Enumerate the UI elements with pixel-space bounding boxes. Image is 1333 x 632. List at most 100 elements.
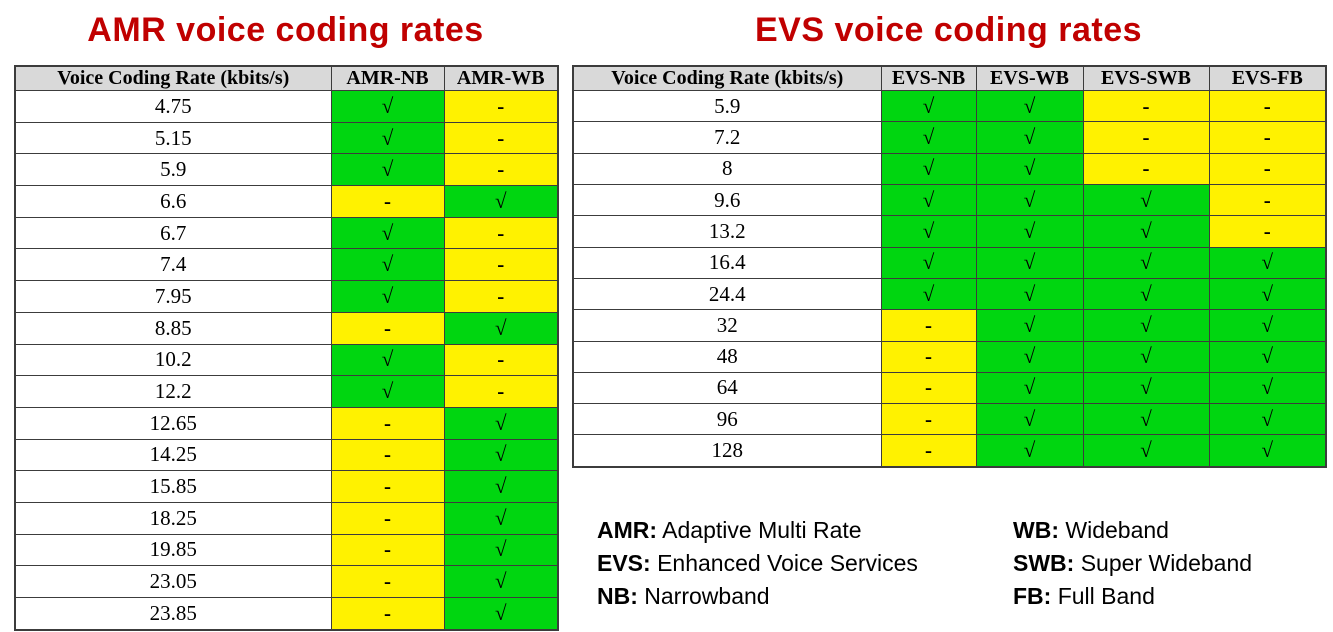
not-supported-cell: -: [1082, 152, 1210, 185]
not-supported-cell: -: [330, 311, 445, 345]
legend-item-nb: NB: Narrowband: [597, 580, 1013, 613]
rate-cell: 6.6: [14, 185, 332, 218]
not-supported-cell: -: [330, 597, 445, 631]
table-row: 96- √ √ √: [572, 403, 1327, 436]
table-row: 48- √ √ √: [572, 340, 1327, 373]
supported-cell: √: [1082, 246, 1210, 279]
supported-cell: √: [330, 90, 445, 123]
column-header: Voice Coding Rate (kbits/s): [14, 65, 332, 91]
rate-cell: 32: [572, 309, 882, 342]
supported-cell: √: [1082, 434, 1210, 468]
supported-cell: √: [975, 89, 1084, 123]
rate-cell: 48: [572, 340, 882, 373]
rate-cell: 18.25: [14, 501, 332, 535]
table-row: 6.6- √: [14, 185, 559, 218]
supported-cell: √: [443, 597, 559, 631]
rate-cell: 7.95: [14, 280, 332, 313]
table-row: 5.9 √ √ - -: [572, 89, 1327, 123]
table-row: 19.85- √: [14, 533, 559, 567]
not-supported-cell: -: [1208, 152, 1327, 185]
not-supported-cell: -: [880, 340, 977, 373]
legend-item-fb: FB: Full Band: [1013, 580, 1252, 613]
table-row: 8 √ √ - -: [572, 152, 1327, 185]
table-row: 7.2 √ √ - -: [572, 121, 1327, 154]
amr-header-row: Voice Coding Rate (kbits/s) AMR-NB AMR-WB: [14, 65, 559, 91]
legend-definition: Adaptive Multi Rate: [662, 517, 862, 543]
rate-cell: 23.05: [14, 565, 332, 598]
legend-abbr: EVS:: [597, 550, 651, 576]
table-row: 12.65- √: [14, 406, 559, 440]
amr-rates-table: Voice Coding Rate (kbits/s) AMR-NB AMR-WB …: [14, 65, 559, 631]
table-row: 5.15 √ -: [14, 121, 559, 155]
rate-cell: 19.85: [14, 533, 332, 567]
supported-cell: √: [1208, 434, 1327, 468]
table-row: 64- √ √ √: [572, 371, 1327, 405]
supported-cell: √: [880, 277, 977, 311]
table-row: 32- √ √ √: [572, 309, 1327, 342]
supported-cell: √: [330, 280, 445, 313]
supported-cell: √: [880, 246, 977, 279]
rate-cell: 14.25: [14, 438, 332, 472]
evs-header-row: Voice Coding Rate (kbits/s) EVS-NB EVS-WB E…: [572, 65, 1327, 91]
legend-right-column: WB: Wideband SWB: Super Wideband FB: Ful…: [1013, 514, 1252, 613]
column-header: EVS-SWB: [1082, 65, 1210, 91]
not-supported-cell: -: [330, 533, 445, 567]
supported-cell: √: [330, 375, 445, 408]
table-row: 10.2 √ -: [14, 343, 559, 377]
supported-cell: √: [1208, 403, 1327, 436]
supported-cell: √: [443, 438, 559, 472]
rate-cell: 64: [572, 371, 882, 405]
legend-item-wb: WB: Wideband: [1013, 514, 1252, 547]
not-supported-cell: -: [330, 185, 445, 218]
supported-cell: √: [880, 152, 977, 185]
not-supported-cell: -: [1208, 121, 1327, 154]
rate-cell: 9.6: [572, 183, 882, 217]
rate-cell: 10.2: [14, 343, 332, 377]
table-row: 13.2 √ √ √ -: [572, 215, 1327, 248]
not-supported-cell: -: [880, 371, 977, 405]
supported-cell: √: [443, 533, 559, 567]
supported-cell: √: [975, 152, 1084, 185]
table-row: 7.95 √ -: [14, 280, 559, 313]
legend-abbr: NB:: [597, 583, 638, 609]
column-header: EVS-WB: [975, 65, 1084, 91]
rate-cell: 15.85: [14, 470, 332, 503]
supported-cell: √: [1082, 340, 1210, 373]
rate-cell: 6.7: [14, 216, 332, 250]
supported-cell: √: [975, 246, 1084, 279]
supported-cell: √: [1208, 246, 1327, 279]
rate-cell: 12.65: [14, 406, 332, 440]
rate-cell: 5.9: [572, 89, 882, 123]
table-row: 8.85- √: [14, 311, 559, 345]
legend-abbr: AMR:: [597, 517, 658, 543]
supported-cell: √: [880, 215, 977, 248]
rate-cell: 8: [572, 152, 882, 185]
legend-definition: Narrowband: [644, 583, 770, 609]
table-row: 18.25- √: [14, 501, 559, 535]
table-row: 15.85- √: [14, 470, 559, 503]
rate-cell: 16.4: [572, 246, 882, 279]
not-supported-cell: -: [443, 280, 559, 313]
supported-cell: √: [975, 277, 1084, 311]
supported-cell: √: [1082, 403, 1210, 436]
column-header: AMR-WB: [443, 65, 559, 91]
supported-cell: √: [880, 121, 977, 154]
supported-cell: √: [1208, 340, 1327, 373]
supported-cell: √: [330, 343, 445, 377]
abbreviation-legend: AMR: Adaptive Multi Rate EVS: Enhanced V…: [597, 514, 1252, 613]
rate-cell: 5.15: [14, 121, 332, 155]
supported-cell: √: [975, 309, 1084, 342]
legend-definition: Super Wideband: [1080, 550, 1253, 576]
legend-definition: Wideband: [1065, 517, 1169, 543]
rate-cell: 7.4: [14, 248, 332, 282]
rate-cell: 13.2: [572, 215, 882, 248]
rate-cell: 96: [572, 403, 882, 436]
table-row: 5.9 √ -: [14, 153, 559, 187]
supported-cell: √: [443, 311, 559, 345]
table-row: 14.25- √: [14, 438, 559, 472]
legend-item-amr: AMR: Adaptive Multi Rate: [597, 514, 1013, 547]
not-supported-cell: -: [443, 153, 559, 187]
supported-cell: √: [975, 215, 1084, 248]
legend-item-swb: SWB: Super Wideband: [1013, 547, 1252, 580]
not-supported-cell: -: [330, 438, 445, 472]
